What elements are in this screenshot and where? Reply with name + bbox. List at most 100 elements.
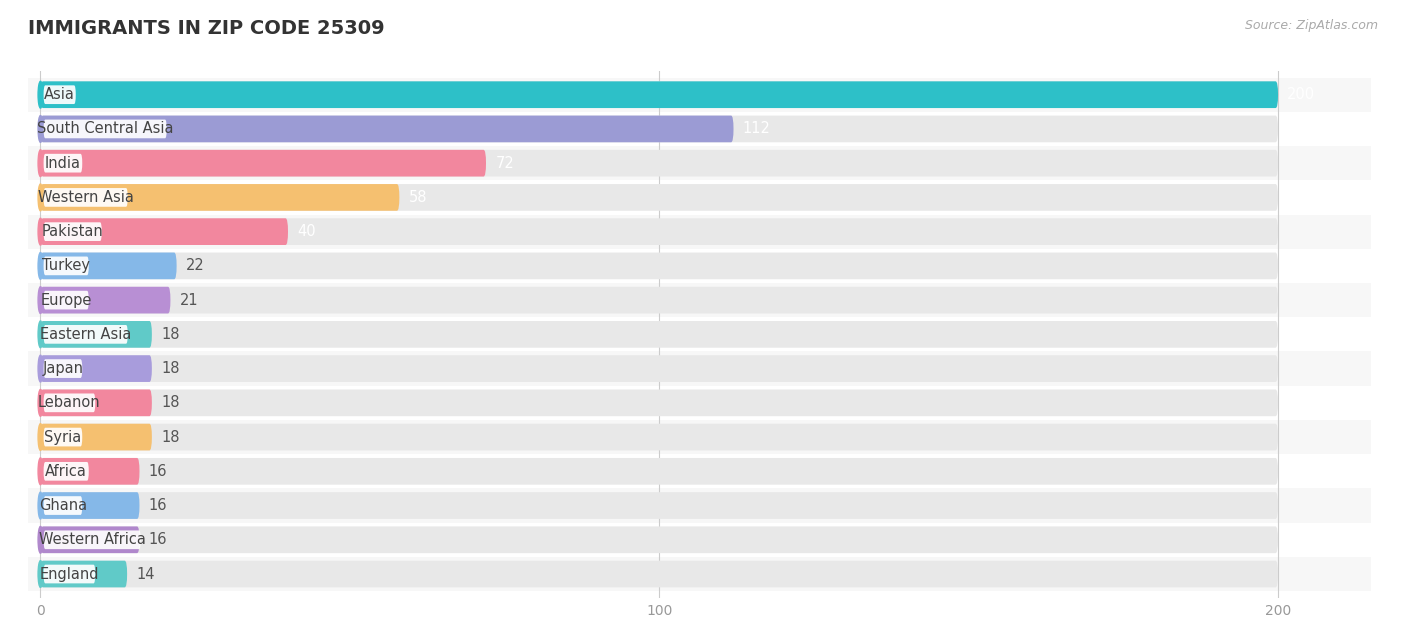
FancyBboxPatch shape (41, 218, 288, 245)
Circle shape (38, 355, 44, 382)
FancyBboxPatch shape (41, 287, 170, 314)
Text: Ghana: Ghana (39, 498, 87, 513)
Circle shape (38, 287, 44, 314)
FancyBboxPatch shape (41, 184, 399, 211)
FancyBboxPatch shape (41, 390, 1278, 416)
Bar (28, 317, 1371, 352)
FancyBboxPatch shape (41, 82, 1278, 108)
Text: 16: 16 (149, 464, 167, 479)
FancyBboxPatch shape (41, 527, 1278, 553)
Text: 18: 18 (162, 361, 180, 376)
Text: Turkey: Turkey (42, 258, 90, 273)
FancyBboxPatch shape (41, 355, 1278, 382)
Text: 18: 18 (162, 395, 180, 410)
Circle shape (38, 424, 44, 451)
FancyBboxPatch shape (41, 390, 152, 416)
Bar (28, 112, 1371, 146)
FancyBboxPatch shape (41, 527, 139, 553)
FancyBboxPatch shape (44, 222, 101, 241)
FancyBboxPatch shape (41, 458, 139, 485)
FancyBboxPatch shape (44, 291, 89, 309)
FancyBboxPatch shape (41, 321, 152, 348)
Text: 22: 22 (186, 258, 205, 273)
Text: Source: ZipAtlas.com: Source: ZipAtlas.com (1244, 19, 1378, 32)
FancyBboxPatch shape (44, 188, 128, 207)
Circle shape (38, 390, 44, 416)
Bar (28, 78, 1371, 112)
Bar (28, 557, 1371, 591)
FancyBboxPatch shape (44, 257, 89, 275)
FancyBboxPatch shape (44, 462, 89, 481)
Text: Africa: Africa (45, 464, 87, 479)
Bar (28, 215, 1371, 249)
Bar (28, 523, 1371, 557)
Text: 112: 112 (742, 122, 770, 136)
Text: 58: 58 (409, 190, 427, 205)
Text: Syria: Syria (45, 430, 82, 444)
Text: Western Asia: Western Asia (38, 190, 134, 205)
Bar (28, 283, 1371, 317)
Text: 40: 40 (297, 224, 316, 239)
Text: Pakistan: Pakistan (42, 224, 104, 239)
FancyBboxPatch shape (44, 530, 141, 549)
Bar (28, 146, 1371, 180)
Circle shape (38, 218, 44, 245)
FancyBboxPatch shape (41, 355, 152, 382)
Text: 14: 14 (136, 566, 155, 581)
Text: Asia: Asia (44, 87, 75, 102)
Circle shape (38, 492, 44, 519)
Circle shape (38, 561, 44, 587)
FancyBboxPatch shape (44, 120, 167, 138)
FancyBboxPatch shape (41, 253, 177, 279)
Bar (28, 352, 1371, 386)
Bar (28, 180, 1371, 215)
Circle shape (38, 150, 44, 177)
Text: 21: 21 (180, 293, 198, 307)
Text: Europe: Europe (41, 293, 91, 307)
Circle shape (38, 82, 44, 108)
FancyBboxPatch shape (41, 253, 1278, 279)
FancyBboxPatch shape (41, 287, 1278, 314)
FancyBboxPatch shape (44, 428, 83, 446)
FancyBboxPatch shape (41, 82, 1278, 108)
Circle shape (38, 184, 44, 211)
Text: 16: 16 (149, 498, 167, 513)
FancyBboxPatch shape (44, 394, 96, 412)
FancyBboxPatch shape (44, 325, 128, 344)
Text: 200: 200 (1288, 87, 1316, 102)
Text: 16: 16 (149, 532, 167, 547)
FancyBboxPatch shape (44, 154, 83, 172)
FancyBboxPatch shape (44, 496, 83, 515)
Circle shape (38, 527, 44, 553)
FancyBboxPatch shape (41, 321, 1278, 348)
FancyBboxPatch shape (41, 150, 486, 177)
Bar (28, 420, 1371, 454)
Circle shape (38, 116, 44, 142)
Text: 72: 72 (495, 156, 515, 170)
Circle shape (38, 321, 44, 348)
FancyBboxPatch shape (41, 492, 1278, 519)
FancyBboxPatch shape (41, 184, 1278, 211)
FancyBboxPatch shape (41, 561, 1278, 587)
Text: India: India (45, 156, 82, 170)
FancyBboxPatch shape (44, 565, 96, 583)
Bar (28, 249, 1371, 283)
Text: Japan: Japan (42, 361, 83, 376)
Text: Western Africa: Western Africa (39, 532, 146, 547)
Text: South Central Asia: South Central Asia (37, 122, 173, 136)
FancyBboxPatch shape (41, 116, 1278, 142)
Text: Lebanon: Lebanon (38, 395, 101, 410)
FancyBboxPatch shape (41, 424, 1278, 451)
Circle shape (38, 458, 44, 485)
Text: Eastern Asia: Eastern Asia (39, 327, 131, 342)
FancyBboxPatch shape (41, 458, 1278, 485)
Text: England: England (39, 566, 100, 581)
FancyBboxPatch shape (44, 86, 76, 104)
FancyBboxPatch shape (41, 561, 127, 587)
Circle shape (38, 253, 44, 279)
Text: IMMIGRANTS IN ZIP CODE 25309: IMMIGRANTS IN ZIP CODE 25309 (28, 19, 385, 39)
Bar (28, 489, 1371, 523)
FancyBboxPatch shape (41, 492, 139, 519)
Text: 18: 18 (162, 430, 180, 444)
FancyBboxPatch shape (41, 218, 1278, 245)
